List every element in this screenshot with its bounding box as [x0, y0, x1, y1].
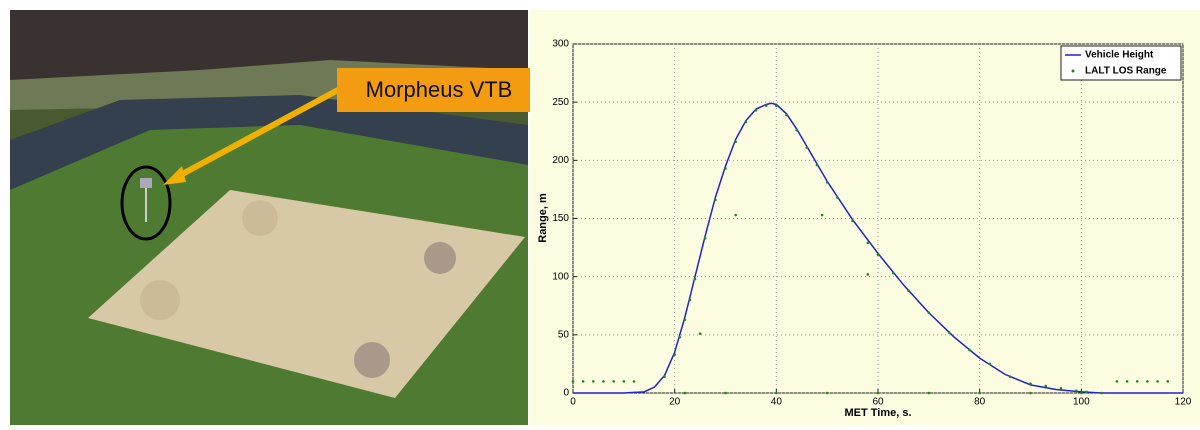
point [775, 104, 778, 107]
point [633, 380, 636, 383]
x-tick-label: 60 [872, 397, 884, 408]
point [602, 380, 605, 383]
x-tick-label: 40 [771, 397, 783, 408]
point [678, 336, 681, 339]
point [689, 299, 692, 302]
point [795, 129, 798, 132]
point [734, 214, 737, 217]
point [1029, 392, 1032, 395]
point [867, 242, 870, 245]
legend-label: Vehicle Height [1085, 50, 1154, 61]
point [1156, 380, 1159, 383]
y-tick-label: 300 [552, 39, 569, 50]
point [1100, 392, 1103, 395]
point [1029, 382, 1032, 385]
point [1009, 375, 1012, 378]
point [836, 196, 839, 199]
point [699, 332, 702, 335]
y-tick-label: 0 [563, 388, 569, 399]
legend-label: LALT LOS Range [1085, 66, 1167, 77]
point [684, 392, 687, 395]
aerial-photo: Morpheus VTB [10, 10, 541, 425]
point [928, 311, 931, 314]
point [1166, 380, 1169, 383]
point [892, 272, 895, 275]
point [734, 140, 737, 143]
point [907, 289, 910, 292]
point [765, 104, 768, 107]
point [1146, 380, 1149, 383]
screen: Morpheus VTB MET Time, s. Range, m 0 20 40… [0, 0, 1200, 425]
point [755, 109, 758, 112]
point [816, 164, 819, 167]
x-tick-label: 20 [669, 397, 681, 408]
point [1060, 387, 1063, 390]
point [592, 380, 595, 383]
point [1044, 385, 1047, 388]
y-axis-label: Range, m [537, 193, 549, 243]
point [877, 253, 880, 256]
point [694, 278, 697, 281]
point [704, 237, 707, 240]
y-tick-label: 150 [552, 213, 569, 224]
point [1126, 380, 1129, 383]
point [724, 392, 727, 395]
y-tick-label: 200 [552, 155, 569, 166]
point [663, 375, 666, 378]
legend-swatch [1072, 70, 1075, 73]
x-tick-label: 120 [1175, 397, 1192, 408]
point [948, 331, 951, 334]
point [612, 380, 615, 383]
point [724, 167, 727, 170]
point [582, 380, 585, 383]
point [877, 392, 880, 395]
point [851, 220, 854, 223]
point [968, 349, 971, 352]
point [928, 392, 931, 395]
point [1075, 389, 1078, 392]
x-axis-label: MET Time, s. [844, 407, 911, 419]
point [714, 199, 717, 202]
point [785, 114, 788, 117]
photo-label: Morpheus VTB [366, 77, 513, 102]
point [684, 318, 687, 321]
y-tick-label: 250 [552, 97, 569, 108]
point [978, 392, 981, 395]
point [806, 146, 809, 149]
y-tick-label: 100 [552, 271, 569, 282]
point [1080, 392, 1083, 395]
y-tick-label: 50 [558, 329, 570, 340]
page: Morpheus VTB MET Time, s. Range, m 0 20 40… [0, 0, 1200, 425]
point [989, 363, 992, 366]
point [867, 273, 870, 276]
point [745, 121, 748, 124]
point [673, 353, 676, 356]
point [1085, 391, 1088, 394]
x-tick-label: 80 [974, 397, 986, 408]
point [775, 392, 778, 395]
point [572, 380, 575, 383]
point [821, 214, 824, 217]
point [1116, 380, 1119, 383]
point [1136, 380, 1139, 383]
point [826, 181, 829, 184]
point [623, 380, 626, 383]
x-tick-label: 100 [1073, 397, 1090, 408]
x-tick-label: 0 [570, 397, 576, 408]
point [826, 392, 829, 395]
